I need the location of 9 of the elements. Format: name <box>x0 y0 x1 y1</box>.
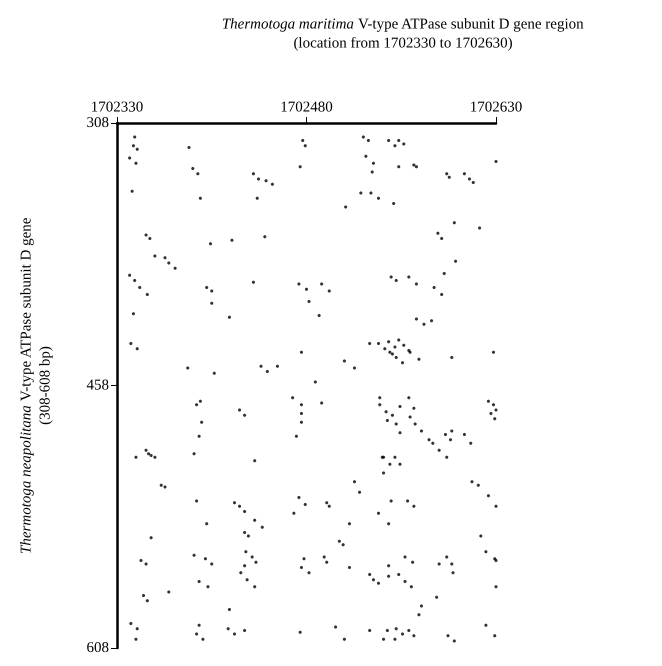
y-tick-label: 458 <box>86 378 109 394</box>
y-tick-label: 608 <box>86 640 109 656</box>
x-tick-label: 1702630 <box>470 100 522 116</box>
x-tick-label: 1702480 <box>280 100 333 116</box>
y-axis-title: Thermotoga neapolitana V-type ATPase subunit D gene (308-608 bp) <box>18 217 54 554</box>
x-tick-label: 1702330 <box>90 100 144 116</box>
chart-subtitle: (location from 1702330 to 1702630) <box>293 36 513 52</box>
chart-title: Thermotoga maritima V-type ATPase subunit D gene region <box>222 16 584 32</box>
y-tick-label: 308 <box>86 115 109 131</box>
